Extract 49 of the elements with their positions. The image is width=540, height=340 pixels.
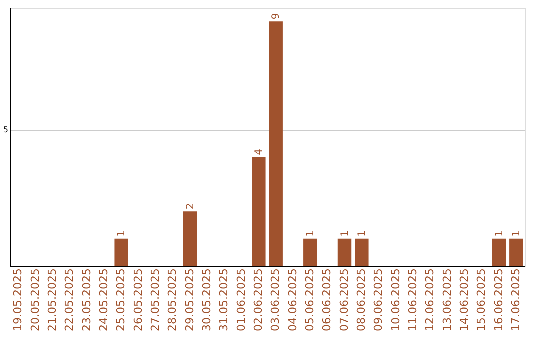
x-tick-label: 29.05.2025 bbox=[183, 268, 196, 332]
x-tick-label: 22.05.2025 bbox=[63, 268, 76, 332]
data-label: 2 bbox=[185, 203, 196, 210]
x-tick-label: 04.06.2025 bbox=[286, 268, 300, 332]
x-tick-label: 24.05.2025 bbox=[97, 268, 110, 332]
x-tick-label: 30.05.2025 bbox=[200, 268, 214, 332]
x-tick-label: 11.06.2025 bbox=[406, 268, 420, 332]
x-tick-label: 05.06.2025 bbox=[303, 268, 316, 332]
bar bbox=[269, 22, 283, 266]
x-tick-label: 23.05.2025 bbox=[80, 268, 94, 332]
x-tick-label: 09.06.2025 bbox=[372, 268, 386, 332]
bar bbox=[510, 238, 524, 266]
bar bbox=[114, 238, 128, 266]
x-tick-label: 17.06.2025 bbox=[509, 268, 522, 332]
y-tick-label: 5 bbox=[3, 126, 8, 135]
x-tick-label: 02.06.2025 bbox=[252, 268, 265, 332]
x-tick-label: 26.05.2025 bbox=[132, 268, 145, 332]
bar bbox=[304, 238, 318, 266]
x-tick-label: 07.06.2025 bbox=[338, 268, 351, 332]
data-label: 1 bbox=[340, 230, 351, 237]
bar bbox=[183, 212, 198, 266]
data-label: 9 bbox=[271, 13, 282, 20]
x-tick-label: 03.06.2025 bbox=[269, 268, 282, 332]
x-tick-label: 08.06.2025 bbox=[354, 268, 368, 332]
x-tick-label: 27.05.2025 bbox=[148, 268, 162, 332]
x-tick-label: 16.06.2025 bbox=[492, 268, 506, 332]
data-label: 1 bbox=[494, 230, 506, 237]
x-tick-label: 06.06.2025 bbox=[320, 268, 334, 332]
bar bbox=[252, 157, 266, 266]
data-label: 1 bbox=[116, 230, 128, 237]
bar bbox=[338, 238, 352, 266]
bar bbox=[355, 238, 369, 266]
data-label: 1 bbox=[305, 230, 316, 237]
x-tick-label: 19.05.2025 bbox=[12, 268, 25, 332]
x-tick-label: 15.06.2025 bbox=[475, 268, 488, 332]
x-tick-label: 25.05.2025 bbox=[114, 268, 128, 332]
bar bbox=[492, 238, 506, 266]
x-tick-label: 20.05.2025 bbox=[28, 268, 42, 332]
x-tick-label: 14.06.2025 bbox=[458, 268, 471, 332]
data-label: 1 bbox=[356, 230, 368, 237]
x-tick-label: 21.05.2025 bbox=[46, 268, 59, 332]
x-tick-label: 13.06.2025 bbox=[440, 268, 454, 332]
x-tick-label: 28.05.2025 bbox=[166, 268, 180, 332]
x-tick-label: 10.06.2025 bbox=[389, 268, 402, 332]
x-tick-label: 12.06.2025 bbox=[424, 268, 437, 332]
data-label: 1 bbox=[511, 230, 522, 237]
data-label: 4 bbox=[254, 148, 265, 156]
x-tick-label: 31.05.2025 bbox=[218, 268, 231, 332]
x-tick-label: 01.06.2025 bbox=[234, 268, 248, 332]
